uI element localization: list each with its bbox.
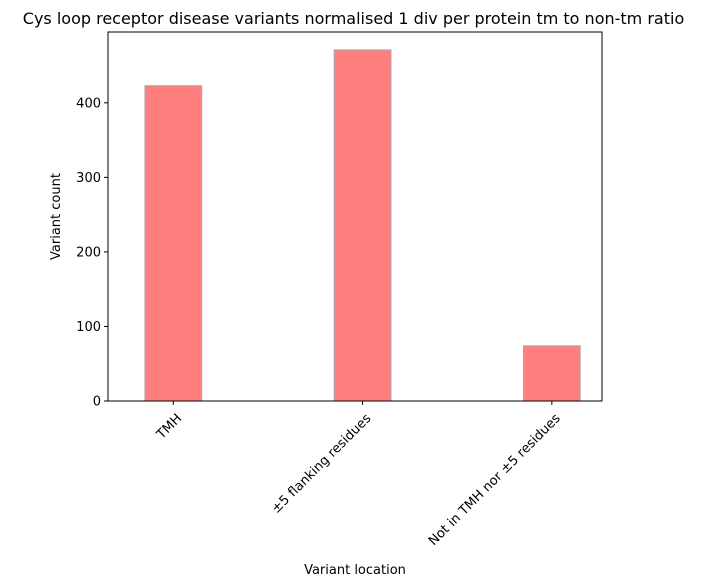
chart-title: Cys loop receptor disease variants norma…: [23, 9, 684, 28]
plot-frame: [107, 31, 603, 402]
bar-2: [522, 345, 581, 402]
y-tick-label: 100: [76, 320, 101, 335]
x-tick-label: TMH: [153, 411, 185, 443]
x-tick-label: ±5 flanking residues: [269, 411, 375, 517]
y-tick-label: 0: [93, 395, 101, 410]
bar-1: [333, 49, 392, 402]
y-tick-label: 400: [76, 96, 101, 111]
y-tick-label: 300: [76, 171, 101, 186]
bar-0: [144, 85, 203, 402]
bars-group: [144, 49, 581, 402]
x-axis-label: Variant location: [304, 563, 406, 578]
y-axis-label: Variant count: [49, 173, 64, 260]
y-axis-ticks: 0 100 200 300 400: [76, 96, 108, 410]
x-tick-label: Not in TMH nor ±5 residues: [426, 411, 564, 549]
x-axis-ticks: TMH ±5 flanking residues Not in TMH nor ±5…: [153, 401, 564, 549]
y-tick-label: 200: [76, 245, 101, 260]
